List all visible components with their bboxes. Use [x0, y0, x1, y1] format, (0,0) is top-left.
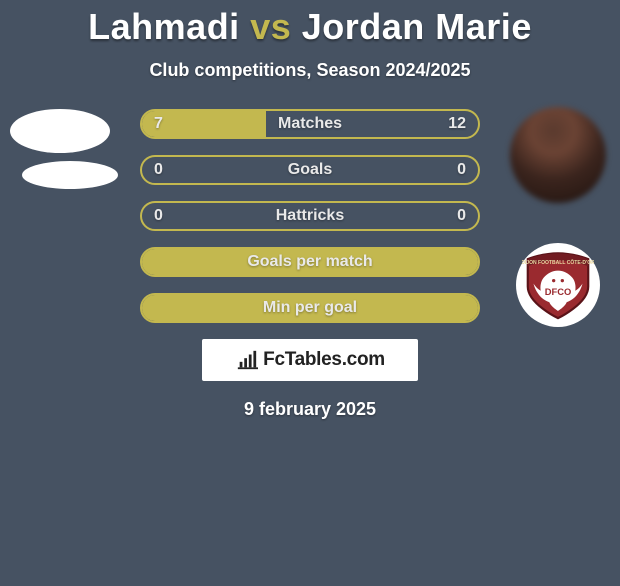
vs-text: vs [250, 6, 291, 47]
stat-fill-full [142, 249, 478, 275]
player1-name: Lahmadi [88, 6, 240, 47]
player2-avatar [510, 107, 606, 203]
branding-text: FcTables.com [263, 349, 385, 371]
subtitle: Club competitions, Season 2024/2025 [0, 60, 620, 81]
stat-label: Hattricks [142, 207, 478, 225]
chart-icon [235, 349, 259, 371]
stats-container: 7 Matches 12 0 Goals 0 0 Hattricks 0 Goa… [140, 109, 480, 323]
stat-row-goals: 0 Goals 0 [140, 155, 480, 185]
player2-name: Jordan Marie [302, 6, 532, 47]
date-text: 9 february 2025 [0, 399, 620, 420]
stat-row-goals-per-match: Goals per match [140, 247, 480, 277]
stat-left-value: 7 [154, 115, 163, 133]
player1-club-placeholder [22, 161, 118, 189]
stat-right-value: 12 [448, 115, 466, 133]
stat-row-min-per-goal: Min per goal [140, 293, 480, 323]
club-crest-icon: DIJON FOOTBALL CÔTE-D'OR DFCO [522, 249, 594, 321]
stat-fill-full [142, 295, 478, 321]
stat-label: Goals [142, 161, 478, 179]
player1-avatar-placeholder [10, 109, 110, 153]
svg-text:DFCO: DFCO [545, 287, 572, 297]
stat-left-value: 0 [154, 207, 163, 225]
stat-row-matches: 7 Matches 12 [140, 109, 480, 139]
stat-left-value: 0 [154, 161, 163, 179]
player2-club-badge: DIJON FOOTBALL CÔTE-D'OR DFCO [516, 243, 600, 327]
stat-row-hattricks: 0 Hattricks 0 [140, 201, 480, 231]
page-title: Lahmadi vs Jordan Marie [0, 6, 620, 48]
branding-box[interactable]: FcTables.com [202, 339, 418, 381]
comparison-panel: DIJON FOOTBALL CÔTE-D'OR DFCO 7 Matches … [0, 109, 620, 420]
stat-right-value: 0 [457, 207, 466, 225]
stat-right-value: 0 [457, 161, 466, 179]
